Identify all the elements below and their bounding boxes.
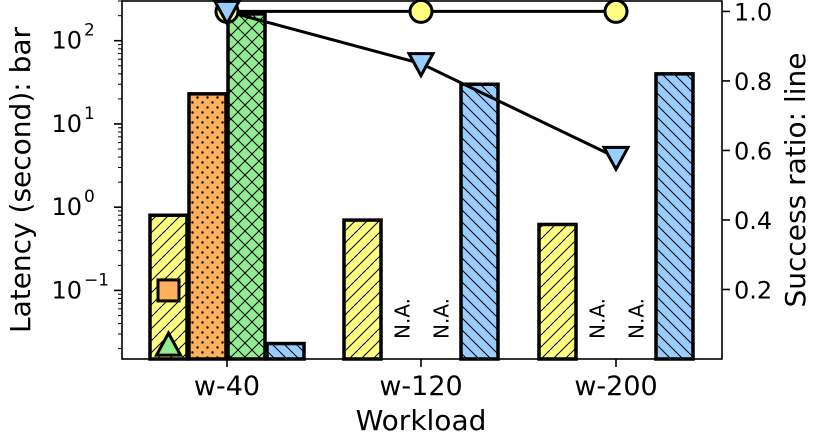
y2-axis-label: Success ratio: line xyxy=(779,52,812,307)
y2-tick-label: 1.0 xyxy=(734,0,772,26)
marker-square xyxy=(156,278,181,303)
y-tick-exponent: 1 xyxy=(84,104,95,124)
y-tick-label: 10 xyxy=(51,27,82,55)
plot-frame xyxy=(121,0,723,360)
bar-w-40-s2 xyxy=(187,92,228,361)
y2-tick-label: 0.6 xyxy=(734,137,772,165)
bar-outline xyxy=(342,218,383,361)
y2-tick-label: 0.8 xyxy=(734,68,772,96)
bar-outline xyxy=(459,82,500,361)
y-axis-label: Latency (second): bar xyxy=(4,26,37,333)
bar-outline xyxy=(226,12,267,361)
point-s1-w-120 xyxy=(408,0,434,24)
bars-layer xyxy=(148,12,695,361)
bar-w-40-s4 xyxy=(265,341,306,361)
point-s2-w-200 xyxy=(601,145,631,173)
point-s1-w-200 xyxy=(603,0,629,24)
na-label: N.A. xyxy=(586,298,610,339)
x-tick-label: w-120 xyxy=(379,371,462,402)
lines-layer xyxy=(153,0,631,357)
marker-triangle-up xyxy=(153,330,184,357)
x-tick-label: w-200 xyxy=(574,371,657,402)
bar-w-40-s3 xyxy=(226,12,267,361)
bar-w-120-s4 xyxy=(459,82,500,361)
point-s2-w-120 xyxy=(406,52,436,79)
na-label: N.A. xyxy=(625,298,649,339)
y-tick-exponent: 0 xyxy=(84,187,95,207)
y-tick-label: 10 xyxy=(51,193,82,221)
bar-outline xyxy=(654,72,695,361)
y2-tick-label: 0.2 xyxy=(734,276,772,304)
y-tick-label: 10 xyxy=(51,110,82,138)
na-label: N.A. xyxy=(391,298,415,339)
x-axis-label: Workload xyxy=(356,404,487,437)
bar-outline xyxy=(265,341,306,361)
x-tick-label: w-40 xyxy=(194,371,260,402)
bar-outline xyxy=(187,92,228,361)
bar-w-200-s1 xyxy=(537,222,578,361)
bar-w-200-s4 xyxy=(654,72,695,361)
y2-tick-label: 0.4 xyxy=(734,207,772,235)
y-tick-label: 10 xyxy=(51,276,82,304)
na-labels: N.A. N.A. N.A. N.A. xyxy=(391,298,649,339)
line-series-2 xyxy=(226,9,617,159)
y-tick-exponent: 2 xyxy=(84,21,95,41)
bar-w-120-s1 xyxy=(342,218,383,361)
y-tick-exponent: −1 xyxy=(84,270,109,290)
na-label: N.A. xyxy=(430,298,454,339)
bar-outline xyxy=(537,222,578,361)
